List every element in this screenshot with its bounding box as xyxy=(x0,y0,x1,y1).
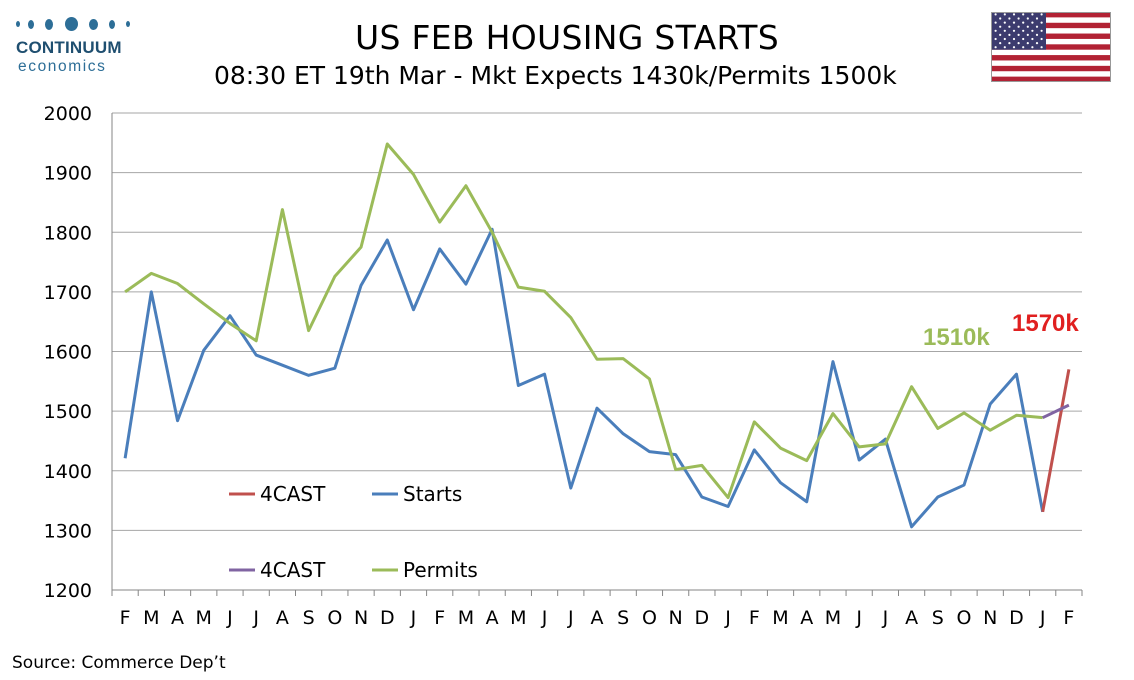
y-tick-label: 1300 xyxy=(44,520,92,542)
x-tick-label: D xyxy=(695,607,710,629)
x-tick-label: J xyxy=(252,607,259,629)
x-tick-label: J xyxy=(567,607,574,629)
legend-label: Permits xyxy=(403,558,478,582)
x-tick-label: A xyxy=(591,607,604,629)
x-tick-label: M xyxy=(772,607,788,629)
series-line-starts xyxy=(123,227,1045,529)
chart-subtitle: 08:30 ET 19th Mar - Mkt Expects 1430k/Pe… xyxy=(214,61,897,90)
x-tick-label: J xyxy=(541,607,548,629)
y-tick-label: 2000 xyxy=(44,103,92,125)
forecast-annotation: 1510k xyxy=(923,324,990,351)
logo-dots-icon xyxy=(14,14,144,32)
x-tick-label: J xyxy=(226,607,233,629)
x-tick-label: F xyxy=(1063,607,1074,629)
chart-title: US FEB HOUSING STARTS xyxy=(355,18,779,57)
x-tick-label: D xyxy=(380,607,395,629)
y-tick-label: 1800 xyxy=(44,222,92,244)
x-tick-label: F xyxy=(120,607,131,629)
x-tick-label: M xyxy=(196,607,212,629)
x-tick-label: M xyxy=(458,607,474,629)
x-tick-label: O xyxy=(327,607,342,629)
x-tick-label: M xyxy=(143,607,159,629)
y-tick-label: 1700 xyxy=(44,282,92,304)
x-tick-label: A xyxy=(800,607,813,629)
y-tick-label: 1500 xyxy=(44,401,92,423)
x-tick-label: M xyxy=(510,607,526,629)
y-tick-label: 1900 xyxy=(44,163,92,185)
x-tick-label: A xyxy=(171,607,184,629)
series-line-4cast-permits xyxy=(1042,403,1070,420)
y-tick-label: 1400 xyxy=(44,461,92,483)
source-note: Source: Commerce Dep’t xyxy=(12,653,226,673)
forecast-annotation: 1570k xyxy=(1012,310,1079,337)
x-tick-label: J xyxy=(724,607,731,629)
x-tick-label: F xyxy=(434,607,445,629)
x-tick-label: S xyxy=(303,607,315,629)
x-tick-label: N xyxy=(354,607,368,629)
series-line-4cast-starts xyxy=(1041,369,1071,513)
logo-brand-text: CONTINUUM xyxy=(16,38,122,57)
x-tick-label: M xyxy=(825,607,841,629)
y-tick-label: 1200 xyxy=(44,580,92,602)
x-tick-label: A xyxy=(486,607,499,629)
x-tick-label: N xyxy=(983,607,997,629)
legend-label: 4CAST xyxy=(260,558,326,582)
us-flag-icon xyxy=(991,12,1111,82)
legend-label: Starts xyxy=(403,482,462,506)
x-tick-label: O xyxy=(957,607,972,629)
x-tick-label: J xyxy=(410,607,417,629)
x-tick-label: N xyxy=(669,607,683,629)
x-tick-label: D xyxy=(1009,607,1024,629)
x-tick-label: A xyxy=(905,607,918,629)
x-tick-label: A xyxy=(276,607,289,629)
logo-sub-text: economics xyxy=(18,58,107,75)
x-tick-label: F xyxy=(749,607,760,629)
x-tick-label: S xyxy=(617,607,629,629)
legend-label: 4CAST xyxy=(260,482,326,506)
x-tick-label: J xyxy=(882,607,889,629)
x-tick-label: J xyxy=(855,607,862,629)
x-tick-label: S xyxy=(932,607,944,629)
company-logo: CONTINUUM economics xyxy=(14,14,144,76)
y-tick-label: 1600 xyxy=(44,342,92,364)
x-tick-label: O xyxy=(642,607,657,629)
series-line-permits xyxy=(124,142,1043,500)
x-tick-label: J xyxy=(1039,607,1046,629)
